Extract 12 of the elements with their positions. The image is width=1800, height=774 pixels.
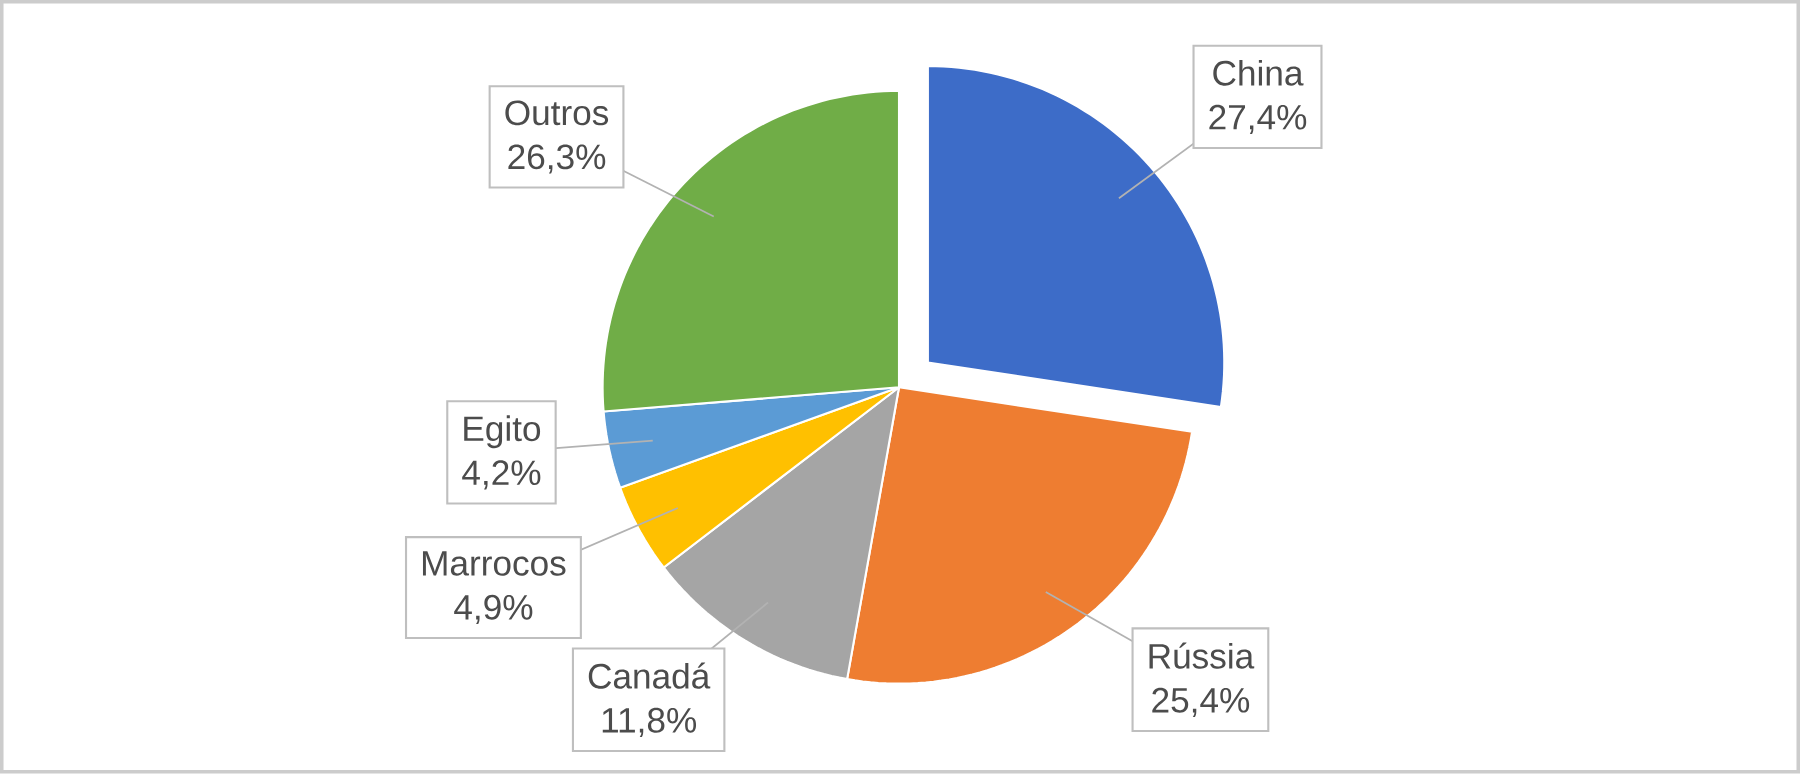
data-label: 27,4%: [1209, 105, 1307, 135]
data-label: 25,4%: [1152, 688, 1250, 718]
data-label: 4,2%: [462, 460, 541, 490]
data-label: 11,8%: [602, 708, 697, 738]
slice-label: Rússia: [1149, 642, 1255, 669]
slice-label: Outros: [505, 100, 609, 126]
slice-label: Canadá: [588, 662, 711, 689]
slice-label: Egito: [464, 415, 541, 449]
data-label: 26,3%: [508, 144, 606, 174]
data-label: 4,9%: [454, 595, 533, 625]
slice-label: China: [1213, 60, 1304, 86]
slice-label: Marrocos: [422, 551, 566, 576]
